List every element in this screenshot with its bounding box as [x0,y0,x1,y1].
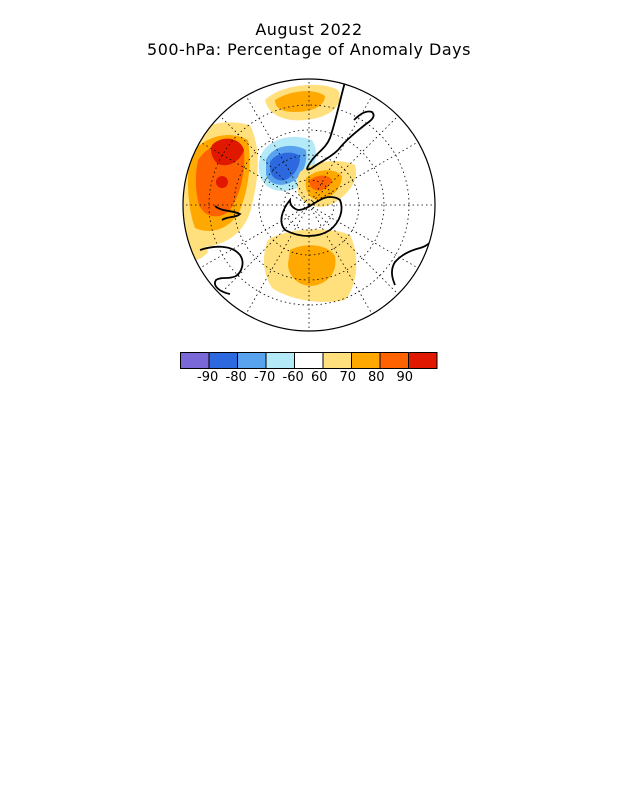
colorbar-bin [322,352,352,369]
colorbar-bin [379,352,409,369]
colorbar-label: -90 [197,370,219,385]
graticule [183,79,435,331]
colorbar [180,352,438,369]
colorbar-label: 70 [339,370,357,385]
colorbar-bin [180,352,210,369]
eurasia-coast [199,245,244,295]
siberia-coast [214,205,242,221]
colorbar-label: 80 [368,370,385,385]
greenland-coast [306,81,375,171]
colorbar-bin [208,352,238,369]
colorbar-label: -70 [254,370,276,385]
arctic-coast-a [280,196,343,237]
colorbar-bin [237,352,267,369]
map-subtitle: 500-hPa: Percentage of Anomaly Days [147,40,471,59]
colorbar-bin [294,352,324,369]
colorbar-label: -80 [225,370,247,385]
map-border [182,78,436,332]
anomaly-field [183,79,435,331]
colorbar-bin [351,352,381,369]
colorbar-bin [408,352,438,369]
colorbar-bin [265,352,295,369]
colorbar-label: 90 [396,370,414,385]
map-title: August 2022 [255,20,363,39]
colorbar-label: 60 [311,370,328,385]
colorbar-label: -60 [282,370,304,385]
polar-map [182,78,436,332]
